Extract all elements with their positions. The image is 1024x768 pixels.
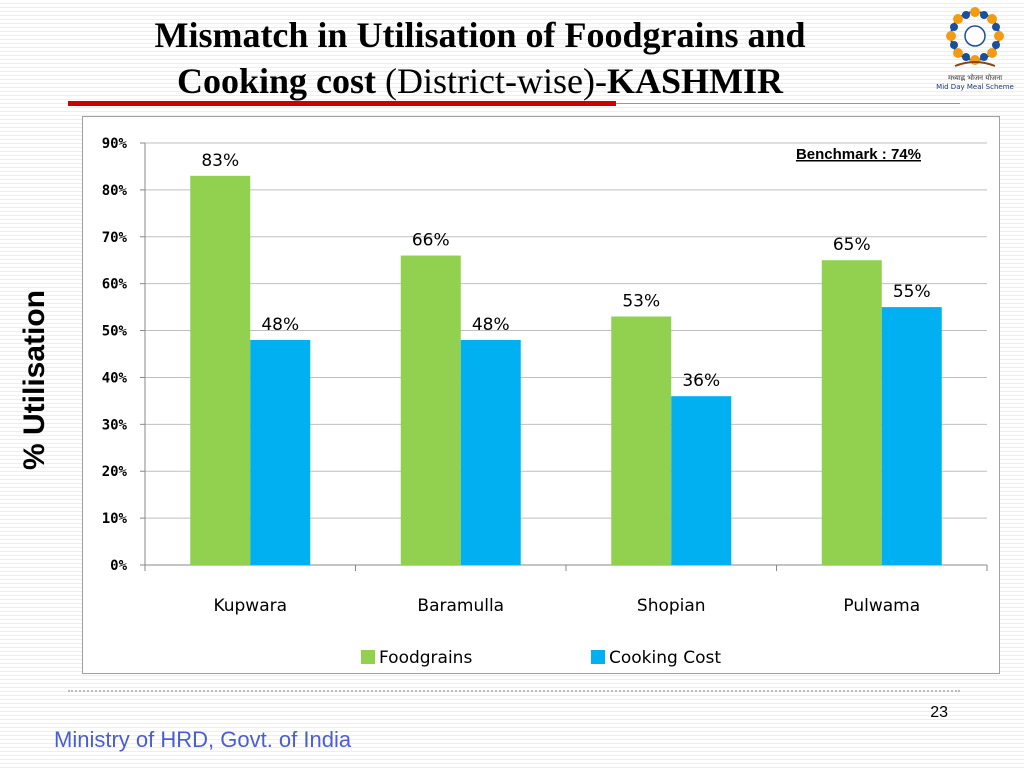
legend-label: Foodgrains [379,648,472,668]
logo-emblem-icon [946,7,1004,67]
legend-swatch [361,650,375,664]
page-number: 23 [930,704,948,721]
y-tick-label: 40% [102,370,128,386]
legend-swatch [591,650,605,664]
ministry-footer: Ministry of HRD, Govt. of India [54,727,352,752]
y-tick-label: 30% [102,417,128,433]
chart-area: 0% 10% 20% 30% 40% 50% 60% 70% 80% 90% 83% 48% Kupwa… [82,116,1000,674]
legend-label: Cooking Cost [609,648,721,668]
y-tick-label: 50% [102,324,128,340]
logo-text-hindi: मध्याह्न भोजन योजना [947,74,1003,82]
y-tick-label: 70% [102,230,128,246]
y-tick-label: 0% [110,558,127,574]
data-label: 53% [622,291,660,311]
logo-text-english: Mid Day Meal Scheme [936,83,1014,91]
bar-cooking-cost [881,307,942,565]
title-line-1: Mismatch in Utilisation of Foodgrains an… [154,15,806,55]
slide-title: Mismatch in Utilisation of Foodgrains an… [40,12,920,104]
x-tick-label: Baramulla [417,596,504,616]
data-label: 83% [201,151,239,171]
y-tick-label: 10% [102,511,128,527]
title-underline-red [68,101,616,106]
title-line-2: Cooking cost (District-wise)-KASHMIR [177,61,783,101]
y-tick-label: 60% [102,277,128,293]
y-axis-label: % Utilisation [18,290,51,471]
y-tick-label: 80% [102,183,128,199]
bar-foodgrains [821,260,882,565]
bar-chart: 0% 10% 20% 30% 40% 50% 60% 70% 80% 90% 83% 48% Kupwa… [102,136,988,668]
data-label: 36% [682,371,720,391]
y-tick-label: 20% [102,464,128,480]
x-tick-label: Pulwama [843,596,920,616]
data-label: 66% [412,231,450,251]
bar-foodgrains [611,316,672,565]
x-tick-label: Shopian [637,596,706,616]
bar-cooking-cost [250,339,311,565]
data-label: 65% [833,235,871,255]
data-label: 48% [472,315,510,335]
footer-divider [68,690,960,692]
y-tick-label: 90% [102,136,128,152]
bar-cooking-cost [671,396,732,565]
benchmark-annotation: Benchmark : 74% [796,146,921,163]
bar-foodgrains [400,255,461,566]
mid-day-meal-logo: मध्याह्न भोजन योजना Mid Day Meal Scheme [935,2,1015,98]
bar-cooking-cost [460,339,521,565]
data-label: 55% [893,282,931,302]
title-underline-grey [616,103,960,104]
x-tick-label: Kupwara [213,596,287,616]
data-label: 48% [261,315,299,335]
bar-foodgrains [190,175,251,566]
